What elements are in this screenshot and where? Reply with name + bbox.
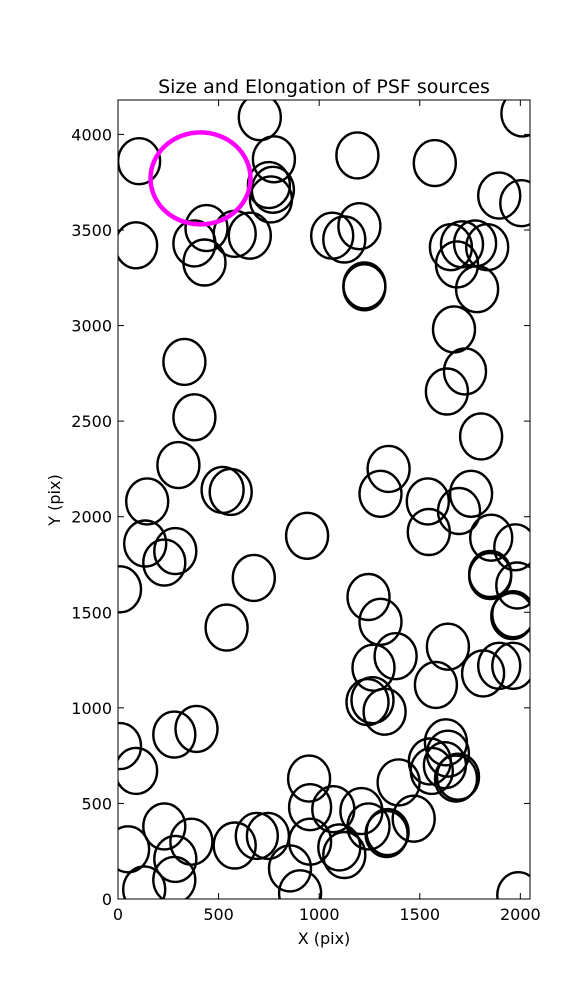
psf-source-ellipse bbox=[153, 834, 198, 884]
x-axis-label: X (pix) bbox=[298, 929, 351, 948]
psf-source-ellipse bbox=[469, 513, 514, 562]
plot-frame bbox=[117, 99, 531, 900]
y-tick-label: 2000 bbox=[71, 508, 112, 527]
psf-source-ellipse bbox=[267, 844, 313, 893]
psf-source-ellipse bbox=[287, 783, 333, 832]
psf-source-ellipse bbox=[204, 603, 249, 652]
psf-source-ellipse bbox=[152, 855, 197, 899]
psf-source-ellipse bbox=[317, 823, 362, 872]
psf-source-ellipse bbox=[208, 467, 253, 517]
psf-source-ellipse bbox=[124, 477, 170, 526]
psf-source-ellipse bbox=[407, 737, 452, 786]
psf-source-ellipse bbox=[433, 754, 479, 803]
psf-source-ellipse bbox=[231, 553, 277, 603]
psf-source-ellipse bbox=[490, 591, 530, 641]
psf-source-ellipse bbox=[413, 660, 459, 710]
y-tick-label: 3000 bbox=[71, 317, 112, 336]
psf-source-ellipse bbox=[454, 265, 500, 314]
psf-source-ellipse bbox=[184, 203, 229, 253]
psf-source-ellipse bbox=[156, 440, 201, 490]
psf-source-ellipse bbox=[172, 393, 217, 442]
psf-source-ellipse bbox=[391, 794, 436, 843]
x-tick-label: 1000 bbox=[299, 905, 340, 924]
psf-source-ellipse bbox=[436, 486, 482, 536]
chart-title: Size and Elongation of PSF sources bbox=[158, 76, 490, 98]
psf-source-ellipse bbox=[174, 704, 219, 754]
psf-source-ellipse bbox=[500, 100, 530, 138]
psf-source-ellipse bbox=[477, 641, 522, 690]
x-tick-label: 0 bbox=[113, 905, 123, 924]
y-axis-label: Y (pix) bbox=[45, 474, 64, 526]
psf-source-ellipse bbox=[237, 100, 282, 142]
psf-source-ellipse bbox=[491, 641, 530, 690]
y-tick-label: 0 bbox=[102, 890, 112, 909]
psf-source-ellipse bbox=[405, 477, 450, 526]
psf-source-ellipse bbox=[277, 869, 323, 899]
psf-source-ellipse bbox=[424, 367, 470, 416]
y-tick-label: 1500 bbox=[71, 603, 112, 622]
psf-source-ellipse bbox=[442, 347, 488, 396]
psf-source-ellipse bbox=[322, 215, 367, 264]
y-tick-label: 1000 bbox=[71, 699, 112, 718]
psf-source-ellipse bbox=[212, 821, 257, 870]
psf-source-ellipse bbox=[477, 171, 522, 220]
x-tick-label: 2000 bbox=[500, 905, 541, 924]
psf-source-ellipse bbox=[152, 710, 197, 759]
psf-source-ellipse bbox=[358, 469, 403, 518]
psf-source-ellipse bbox=[142, 802, 187, 851]
psf-source-ellipse bbox=[425, 622, 471, 671]
psf-source-ellipse bbox=[286, 754, 332, 803]
x-tick-label: 1500 bbox=[399, 905, 440, 924]
psf-source-ellipse bbox=[458, 412, 504, 461]
psf-source-ellipse bbox=[495, 561, 530, 610]
psf-source-ellipse bbox=[122, 865, 167, 899]
psf-source-ellipse bbox=[346, 572, 391, 622]
psf-source-ellipse bbox=[350, 676, 395, 725]
psf-source-ellipse bbox=[118, 721, 143, 771]
psf-source-ellipse bbox=[448, 469, 494, 518]
psf-source-ellipse bbox=[365, 807, 410, 857]
psf-source-ellipse bbox=[227, 211, 273, 260]
psf-source-ellipse bbox=[284, 511, 330, 560]
psf-source-ellipse bbox=[322, 830, 367, 880]
psf-source-ellipse bbox=[439, 220, 485, 269]
psf-source-ellipse bbox=[493, 523, 530, 572]
psf-source-ellipse bbox=[366, 444, 411, 494]
psf-source-ellipse bbox=[435, 752, 481, 801]
psf-source-ellipse bbox=[468, 551, 513, 601]
psf-source-ellipse bbox=[337, 201, 382, 251]
y-axis: 0 500 1000 1500 2000 2500 3000 3500 4000 bbox=[71, 125, 530, 909]
highlight-source-ellipse bbox=[148, 130, 253, 227]
psf-source-ellipse bbox=[245, 811, 291, 861]
psf-source-ellipse bbox=[118, 825, 151, 874]
psf-source-markers bbox=[118, 100, 530, 899]
psf-source-ellipse bbox=[412, 138, 457, 188]
y-tick-label: 4000 bbox=[71, 125, 112, 144]
psf-source-ellipse bbox=[182, 238, 227, 287]
y-tick-label: 500 bbox=[81, 794, 112, 813]
x-axis: 0 500 1000 1500 2000 bbox=[113, 100, 541, 924]
psf-source-ellipse bbox=[153, 526, 198, 576]
psf-source-ellipse bbox=[342, 263, 387, 312]
psf-source-ellipse bbox=[345, 677, 390, 727]
psf-source-ellipse bbox=[499, 179, 530, 228]
x-tick-label: 500 bbox=[203, 905, 234, 924]
psf-source-ellipse bbox=[118, 221, 159, 270]
psf-source-ellipse bbox=[234, 811, 279, 861]
y-tick-label: 2500 bbox=[71, 412, 112, 431]
y-tick-label: 3500 bbox=[71, 221, 112, 240]
psf-source-ellipse bbox=[142, 538, 187, 587]
psf-source-ellipse bbox=[373, 632, 418, 681]
psf-source-ellipse bbox=[118, 746, 159, 796]
psf-source-ellipse bbox=[496, 871, 530, 899]
psf-source-ellipse bbox=[335, 131, 380, 180]
psf-source-ellipse bbox=[162, 337, 207, 387]
psf-source-ellipse bbox=[251, 135, 297, 184]
psf-source-ellipse bbox=[122, 519, 168, 568]
psf-source-ellipse bbox=[248, 175, 294, 224]
